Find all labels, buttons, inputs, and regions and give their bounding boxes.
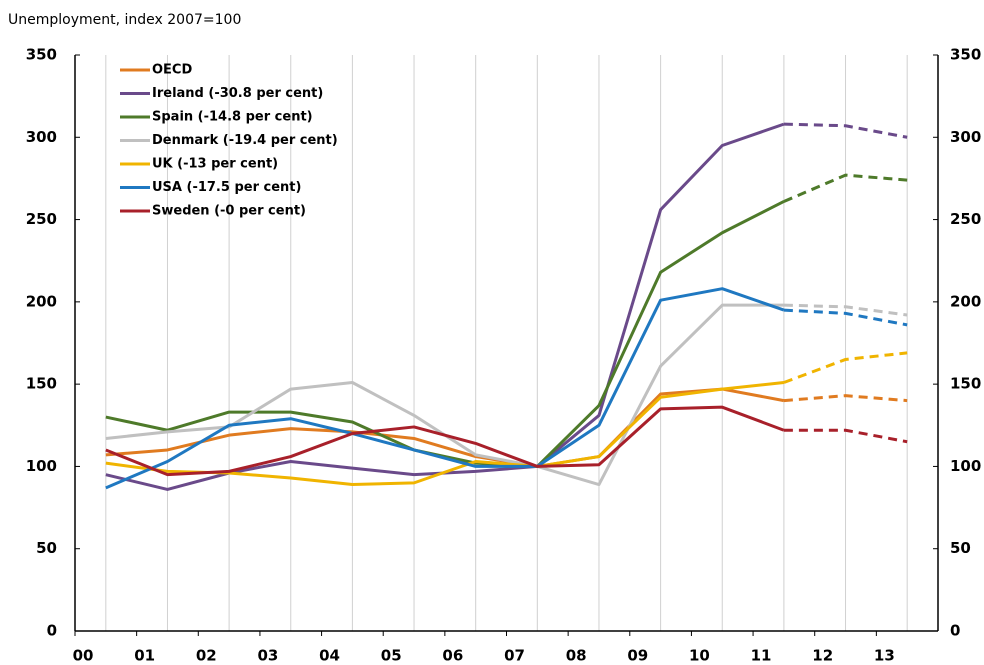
legend-label: Denmark (-19.4 per cent) <box>152 133 338 148</box>
series-line-projection <box>783 173 908 203</box>
x-tick-label: 01 <box>134 647 155 665</box>
x-tick-label: 02 <box>196 647 217 665</box>
x-tick-label: 07 <box>504 647 525 665</box>
x-tick-label: 05 <box>381 647 402 665</box>
x-tick-label: 03 <box>257 647 278 665</box>
y2-tick-label: 150 <box>950 375 981 393</box>
x-tick-label: 00 <box>73 647 94 665</box>
y2-tick-label: 0 <box>950 622 960 640</box>
x-tick-label: 10 <box>689 647 710 665</box>
x-tick-label: 11 <box>751 647 772 665</box>
y-tick-label: 50 <box>36 539 57 557</box>
y2-tick-label: 350 <box>950 46 981 64</box>
series-line-projection <box>783 428 908 444</box>
series-line <box>105 287 785 490</box>
x-tick-label: 13 <box>874 647 895 665</box>
y2-tick-label: 300 <box>950 128 981 146</box>
x-tick-label: 09 <box>627 647 648 665</box>
y-tick-label: 100 <box>26 457 57 475</box>
y-tick-label: 0 <box>47 622 57 640</box>
y-tick-label: 350 <box>26 46 57 64</box>
y2-tick-label: 250 <box>950 210 981 228</box>
x-tick-label: 12 <box>812 647 833 665</box>
y2-tick-label: 100 <box>950 457 981 475</box>
y-tick-label: 250 <box>26 210 57 228</box>
x-tick-label: 04 <box>319 647 340 665</box>
y-tick-label: 150 <box>26 375 57 393</box>
y-tick-label: 200 <box>26 292 57 310</box>
x-tick-label: 06 <box>442 647 463 665</box>
legend-label: Sweden (-0 per cent) <box>152 204 306 219</box>
y-axis-label: Unemployment, index 2007=100 <box>8 12 241 28</box>
series-line-projection <box>783 303 908 317</box>
series-line-projection <box>783 308 908 327</box>
x-tick-label: 08 <box>566 647 587 665</box>
legend-label: Spain (-14.8 per cent) <box>152 110 313 125</box>
legend-label: OECD <box>152 63 192 78</box>
y2-tick-label: 50 <box>950 539 971 557</box>
legend-label: UK (-13 per cent) <box>152 157 278 172</box>
series-line-projection <box>783 351 908 384</box>
legend-label: Ireland (-30.8 per cent) <box>152 86 323 101</box>
series-line-projection <box>783 394 908 403</box>
series-line <box>105 387 785 468</box>
series-line <box>105 200 785 468</box>
y2-tick-label: 200 <box>950 292 981 310</box>
series-line-projection <box>783 122 908 139</box>
legend-label: USA (-17.5 per cent) <box>152 180 301 195</box>
y-tick-label: 300 <box>26 128 57 146</box>
series-line <box>105 405 785 477</box>
